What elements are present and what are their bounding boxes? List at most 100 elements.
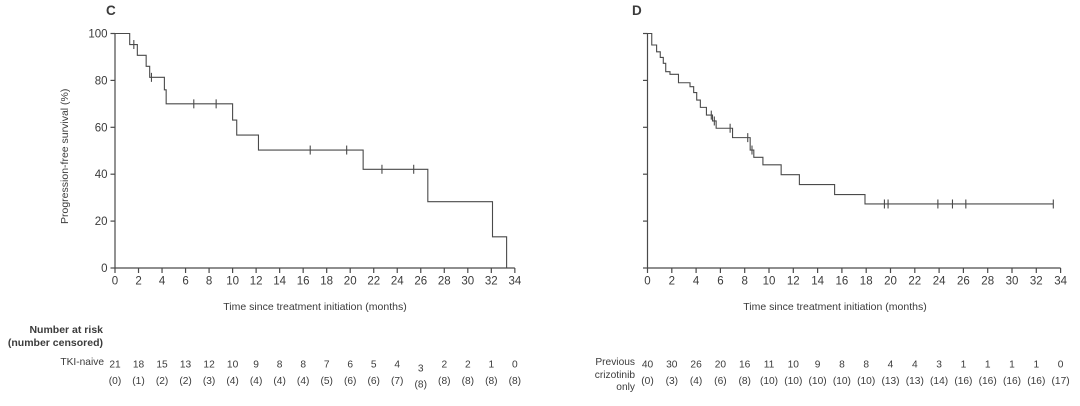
censored-count: (0) — [109, 376, 121, 387]
x-tick-label: 12 — [787, 276, 800, 288]
x-axis-title-c: Time since treatment initiation (months) — [223, 301, 407, 313]
censored-count: (10) — [857, 376, 875, 387]
x-tick-label: 20 — [884, 276, 897, 288]
at-risk-count: 10 — [227, 360, 239, 371]
censored-count: (16) — [979, 376, 997, 387]
x-tick-label: 8 — [206, 276, 212, 288]
at-risk-count: 7 — [324, 360, 330, 371]
at-risk-count: 5 — [371, 360, 377, 371]
x-tick-label: 32 — [485, 276, 498, 288]
at-risk-count: 12 — [203, 360, 215, 371]
at-risk-count: 4 — [394, 360, 400, 371]
y-axis-title: Progression-free survival (%) — [59, 88, 71, 224]
at-risk-count: 10 — [788, 360, 800, 371]
at-risk-count: 40 — [642, 360, 654, 371]
axes — [114, 33, 515, 269]
at-risk-count: 4 — [912, 360, 918, 371]
at-risk-count: 1 — [1033, 360, 1039, 371]
at-risk-count: 6 — [347, 360, 353, 371]
at-risk-count: 8 — [277, 360, 283, 371]
at-risk-count: 15 — [156, 360, 168, 371]
x-tick-label: 16 — [297, 276, 310, 288]
risk-row-label-crizotinib-line3: only — [616, 382, 635, 393]
x-tick-label: 26 — [414, 276, 427, 288]
censored-count: (10) — [833, 376, 851, 387]
at-risk-count: 20 — [715, 360, 727, 371]
risk-row-label-tki-naive: TKI-naive — [60, 357, 104, 368]
km-curve — [647, 32, 1054, 205]
axes — [646, 33, 1061, 269]
x-tick-label: 18 — [320, 276, 333, 288]
at-risk-count: 21 — [109, 360, 121, 371]
risk-table-header-line1: Number at risk — [29, 324, 103, 336]
x-tick-label: 30 — [1006, 276, 1019, 288]
at-risk-count: 9 — [253, 360, 259, 371]
at-risk-count: 8 — [839, 360, 845, 371]
x-tick-label: 22 — [908, 276, 921, 288]
censored-count: (4) — [690, 376, 702, 387]
at-risk-count: 1 — [985, 360, 991, 371]
censored-count: (8) — [415, 380, 427, 391]
x-tick-label: 12 — [250, 276, 263, 288]
censored-count: (8) — [438, 376, 450, 387]
censored-count: (4) — [250, 376, 262, 387]
x-tick-label: 24 — [391, 276, 404, 288]
at-risk-count: 3 — [418, 364, 424, 375]
x-tick-label: 2 — [669, 276, 675, 288]
x-tick-label: 28 — [438, 276, 451, 288]
y-tick-label: 60 — [95, 122, 108, 134]
x-axis-title-d: Time since treatment initiation (months) — [743, 301, 927, 313]
x-tick-label: 18 — [860, 276, 873, 288]
at-risk-count: 30 — [666, 360, 678, 371]
y-tick-label: 80 — [95, 75, 108, 87]
x-tick-label: 4 — [159, 276, 166, 288]
x-tick-label: 6 — [182, 276, 188, 288]
panel-d-letter: D — [632, 3, 642, 18]
censored-count: (4) — [297, 376, 309, 387]
panel-c-letter: C — [106, 3, 116, 18]
censored-count: (5) — [320, 376, 332, 387]
censored-count: (8) — [738, 376, 750, 387]
x-tick-label: 34 — [508, 276, 521, 288]
censored-count: (14) — [930, 376, 948, 387]
censored-count: (2) — [179, 376, 191, 387]
censored-count: (8) — [462, 376, 474, 387]
censored-count: (17) — [1052, 376, 1070, 387]
at-risk-count: 3 — [936, 360, 942, 371]
censored-count: (0) — [641, 376, 653, 387]
censored-count: (8) — [509, 376, 521, 387]
x-tick-label: 14 — [273, 276, 286, 288]
censored-count: (6) — [714, 376, 726, 387]
censored-count: (10) — [760, 376, 778, 387]
x-tick-label: 0 — [644, 276, 650, 288]
at-risk-count: 11 — [764, 360, 775, 371]
censored-count: (3) — [666, 376, 678, 387]
x-tick-label: 6 — [717, 276, 723, 288]
censored-count: (4) — [273, 376, 285, 387]
x-tick-label: 10 — [763, 276, 776, 288]
y-tick-label: 0 — [101, 263, 107, 275]
censored-count: (8) — [485, 376, 497, 387]
y-tick-label: 20 — [95, 216, 108, 228]
risk-row-label-crizotinib-line1: Previous — [595, 357, 635, 368]
x-tick-label: 20 — [344, 276, 357, 288]
at-risk-count: 1 — [488, 360, 494, 371]
at-risk-count: 8 — [863, 360, 869, 371]
censored-count: (6) — [344, 376, 356, 387]
x-tick-label: 30 — [461, 276, 474, 288]
censored-count: (16) — [1003, 376, 1021, 387]
at-risk-count: 8 — [300, 360, 306, 371]
censored-count: (4) — [226, 376, 238, 387]
x-tick-label: 0 — [112, 276, 118, 288]
at-risk-count: 16 — [739, 360, 751, 371]
y-tick-label: 100 — [88, 29, 107, 41]
censored-count: (2) — [156, 376, 168, 387]
x-tick-label: 22 — [367, 276, 380, 288]
y-tick-label: 40 — [95, 169, 108, 181]
censored-count: (3) — [203, 376, 215, 387]
x-tick-label: 34 — [1054, 276, 1067, 288]
risk-row-label-crizotinib-line2: crizotinib — [594, 369, 635, 381]
